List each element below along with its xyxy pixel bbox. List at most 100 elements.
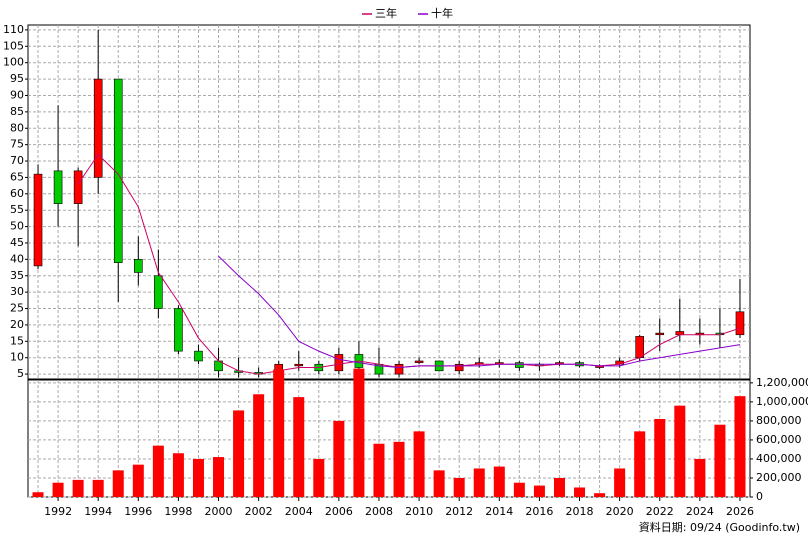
y-tick-label: 800,000 [756,414,802,427]
volume-bar [92,479,104,497]
y-tick-label: 600,000 [756,433,802,446]
x-tick-label: 2022 [646,505,674,518]
volume-bar [594,493,606,497]
volume-bar [413,431,425,497]
x-tick-label: 2026 [726,505,754,518]
y-tick-label: 65 [10,170,24,183]
y-tick-label: 105 [3,39,24,52]
volume-bar [293,397,305,497]
candle-body [33,173,43,267]
y-tick-label: 90 [10,88,24,101]
volume-bar [213,457,225,497]
x-tick-label: 2012 [445,505,473,518]
legend-label: 三年 [375,6,397,20]
volume-bar [72,479,84,497]
x-tick-label: 2006 [325,505,353,518]
x-tick-label: 1994 [84,505,112,518]
x-tick-label: 2020 [606,505,634,518]
volume-bar [32,492,44,497]
volume-bar [714,424,726,497]
y-tick-label: 20 [10,318,24,331]
candle-body [294,363,304,367]
volume-bar [112,470,124,497]
x-tick-label: 2018 [566,505,594,518]
candle-body [334,354,344,372]
candle-body [53,170,63,204]
x-tick-label: 2000 [205,505,233,518]
volume-bar [634,431,646,497]
volume-bar [513,482,525,497]
y-tick-label: 200,000 [756,471,802,484]
y-tick-label: 10 [10,351,24,364]
volume-bar [233,410,245,497]
x-tick-label: 1996 [124,505,152,518]
x-tick-label: 2008 [365,505,393,518]
volume-bar [433,470,445,497]
candle-body [394,363,404,375]
y-tick-label: 30 [10,285,24,298]
candle-body [93,78,103,178]
y-tick-label: 35 [10,269,24,282]
y-tick-label: 60 [10,187,24,200]
y-tick-label: 110 [3,23,24,36]
y-tick-label: 400,000 [756,452,802,465]
x-tick-label: 1998 [164,505,192,518]
y-tick-label: 0 [756,490,763,503]
x-tick-label: 2010 [405,505,433,518]
y-tick-label: 50 [10,220,24,233]
candle-body [194,350,203,362]
legend-label: 十年 [431,6,453,20]
y-tick-label: 95 [10,72,24,85]
y-tick-label: 85 [10,105,24,118]
x-tick-label: 2004 [285,505,313,518]
y-tick-label: 75 [10,138,24,151]
candle-body [454,363,464,372]
x-tick-label: 2024 [686,505,714,518]
volume-bar [533,485,545,497]
x-tick-label: 2016 [525,505,553,518]
y-tick-label: 5 [17,367,24,380]
volume-bar [52,482,64,497]
candle-body [134,259,143,273]
candle-body [414,360,424,363]
candle-body [174,308,183,352]
volume-bar [192,458,204,497]
y-tick-label: 80 [10,121,24,134]
candle-body [635,336,644,358]
candle-body [515,362,524,368]
volume-bar [172,453,184,497]
candle-body [73,170,83,204]
volume-bar [273,369,285,497]
x-tick-label: 2014 [485,505,513,518]
volume-bar [152,445,164,497]
volume-bar [313,458,325,497]
volume-bar [493,466,505,497]
y-tick-label: 70 [10,154,24,167]
volume-bar [453,477,465,497]
volume-bar [574,487,586,497]
volume-bar [553,477,565,497]
plot-frame [27,24,751,380]
footer: 資料日期: 09/24 (Goodinfo.tw) [639,520,800,534]
volume-bar [132,464,144,497]
x-tick-label: 2002 [245,505,273,518]
volume-bar [674,405,686,497]
volume-bar [353,368,365,497]
candle-body [735,311,745,336]
volume-bar [614,468,626,497]
ma-line [218,255,741,369]
y-tick-label: 15 [10,334,24,347]
volume-bar [473,468,485,497]
volume-bar [373,443,385,497]
candle-body [154,275,163,309]
candle-body [655,332,665,336]
y-tick-label: 55 [10,203,24,216]
volume-bar [393,441,405,497]
y-tick-label: 40 [10,252,24,265]
volume-bar [654,419,666,497]
x-tick-label: 1992 [44,505,72,518]
y-tick-label: 1,000,000 [756,395,808,408]
y-tick-label: 45 [10,236,24,249]
y-tick-label: 25 [10,302,24,315]
